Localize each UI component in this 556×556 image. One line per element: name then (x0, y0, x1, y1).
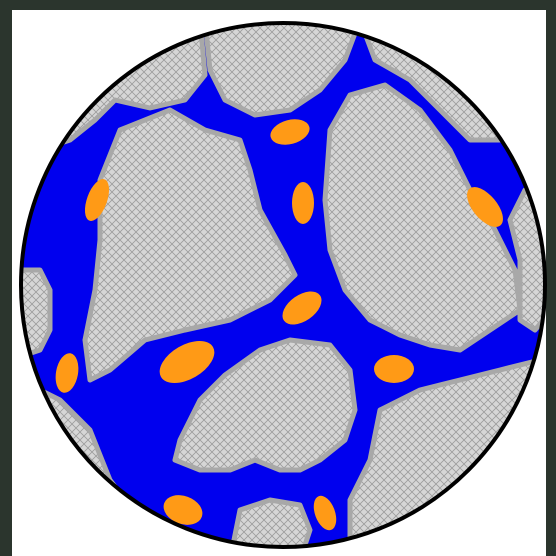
boundary (19, 21, 547, 549)
grain (21, 267, 53, 363)
droplet (55, 353, 79, 393)
droplet (84, 179, 110, 221)
droplet (163, 495, 203, 525)
droplet (159, 340, 215, 384)
droplet (313, 495, 337, 531)
droplets (55, 119, 503, 531)
droplet (292, 182, 314, 224)
droplet (270, 119, 310, 145)
grain (322, 82, 523, 353)
droplet (282, 291, 322, 325)
grain (172, 337, 358, 473)
grain (82, 107, 298, 383)
droplet (467, 187, 503, 227)
droplet (374, 355, 414, 383)
